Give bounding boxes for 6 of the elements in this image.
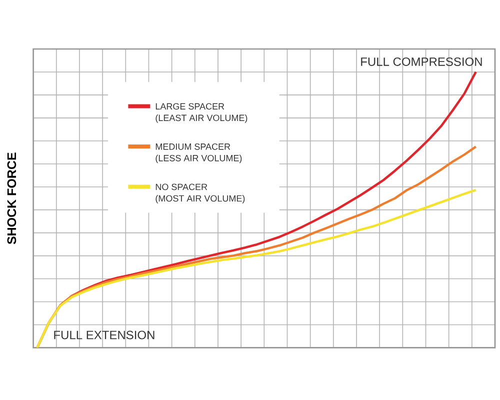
text: FULL COMPRESSION [361, 57, 482, 66]
legend-label: NO SPACER (MOST AIR VOLUME) [156, 184, 245, 204]
y-axis-title: SHOCK FORCE [7, 152, 16, 244]
legend-label: MEDIUM SPACER (LESS AIR VOLUME) [156, 143, 242, 164]
annotation: FULL EXTENSION [54, 330, 154, 340]
legend-label: LARGE SPACER (LEAST AIR VOLUME) [156, 103, 248, 123]
